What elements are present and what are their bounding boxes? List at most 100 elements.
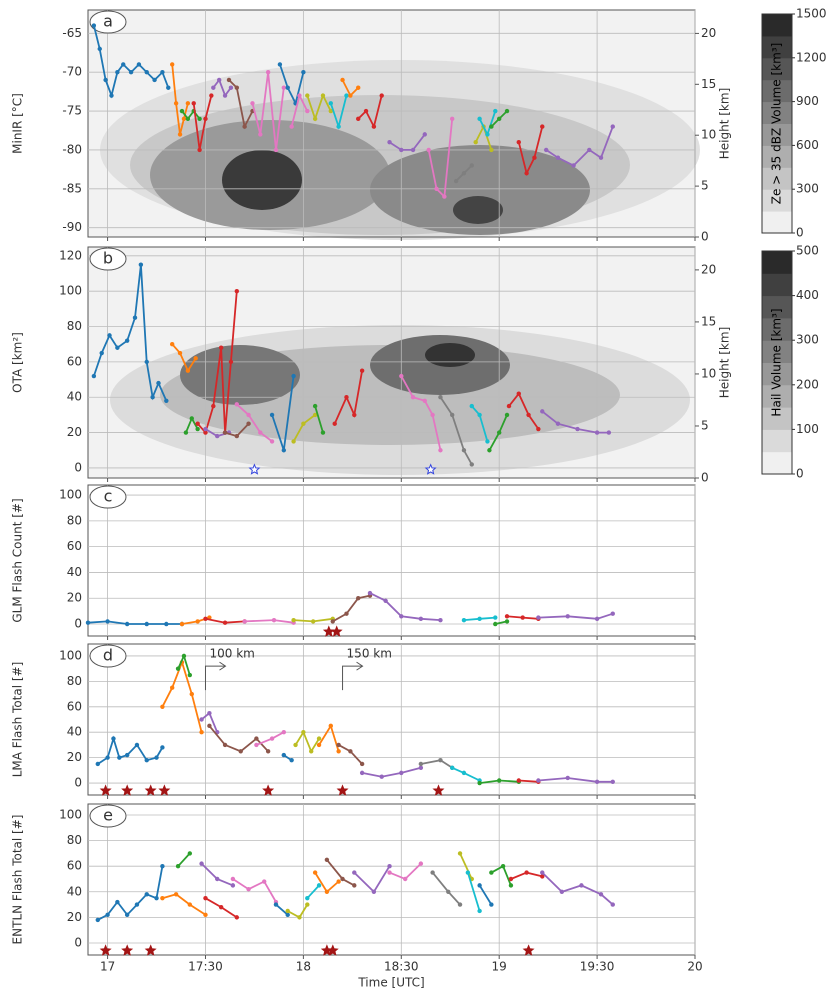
series-point [203,616,208,622]
series-line [244,619,294,624]
series-point [215,433,220,439]
series-point [222,93,228,98]
series-point [418,765,424,770]
series-point [543,147,549,153]
series-point [154,895,159,901]
colorbar-band [762,145,792,168]
series-point [103,77,108,83]
y-tick-label: 100 [59,284,82,298]
series-point [536,615,541,620]
colorbar-band [762,35,792,59]
series-point [85,620,91,625]
series-line [177,852,191,867]
series-point [461,171,467,176]
series-line [490,864,512,886]
series-point [485,132,490,137]
y-tick-label: 20 [67,910,82,924]
series-point [291,439,296,444]
series-line [236,403,273,443]
series-point [489,147,494,153]
y2-tick-label: 0 [701,230,709,244]
colorbar-band [762,407,792,430]
series-point [132,315,138,320]
series-line [361,766,422,778]
series-point [269,412,275,418]
event-star [322,625,335,637]
series-point [209,93,214,98]
series-point [207,710,212,716]
y2-axis-label: Height [km] [718,327,732,398]
event-star [336,784,349,796]
colorbar-tick-label: 200 [796,377,819,391]
colorbar-band [762,340,792,363]
series-point [117,755,122,760]
series-point [199,861,204,866]
series-point [169,685,175,690]
series-point [508,883,514,888]
y2-tick-label: 20 [701,26,716,40]
event-star [99,784,112,796]
series-point [124,752,130,758]
series-line [333,370,363,425]
series-point [218,345,224,350]
series-point [203,895,208,901]
series-point [524,171,529,176]
series-point [434,186,439,192]
series-point [356,596,361,601]
series-point [477,616,482,622]
series-point [457,902,463,907]
range-arrow [204,661,227,691]
range-arrow [342,661,364,691]
y-tick-label: 40 [67,884,82,898]
series-point [234,402,240,407]
series-point [144,757,149,763]
series-point [169,342,175,347]
event-star [262,784,275,796]
series-point [269,736,275,741]
y2-tick-label: 20 [701,262,716,276]
series-line [459,853,473,880]
series-point [230,883,236,888]
series-point [379,93,384,98]
colorbar-band [762,429,792,453]
series-point [111,736,116,741]
y-tick-label: 20 [67,591,82,605]
series-point [197,116,202,122]
series-point [312,870,318,875]
series-point [477,412,482,418]
y-tick-label: 40 [67,725,82,739]
series-point [262,879,267,884]
series-point [185,116,191,122]
series-point [330,619,335,624]
series-point [134,742,140,748]
series-point [438,448,443,453]
y2-tick-label: 15 [701,314,716,328]
panel-badge [89,804,127,828]
panel-label: d [103,646,113,665]
colorbar-tick-label: 0 [796,226,804,240]
colorbar-band [762,57,792,81]
series-point [185,101,191,106]
colorbar-tick-label: 600 [796,138,819,152]
series-point [477,908,482,914]
series-point [461,448,467,453]
colorbar-tick-label: 900 [796,94,819,108]
series-point [203,426,208,432]
series-line [467,872,481,912]
series-point [500,863,506,869]
y-axis-label: LMA Flash Total [#] [11,662,25,778]
series-line [275,903,289,916]
series-line [431,872,461,906]
series-point [301,421,306,426]
y-tick-label: 0 [74,617,82,631]
series-point [312,403,318,409]
event-star [121,944,134,956]
series-point [258,430,263,435]
series-line [161,659,203,733]
series-point [493,615,498,620]
series-point [356,116,361,122]
series-point [211,403,216,409]
series-point [273,902,279,907]
series-point [610,124,615,129]
series-point [356,85,361,90]
